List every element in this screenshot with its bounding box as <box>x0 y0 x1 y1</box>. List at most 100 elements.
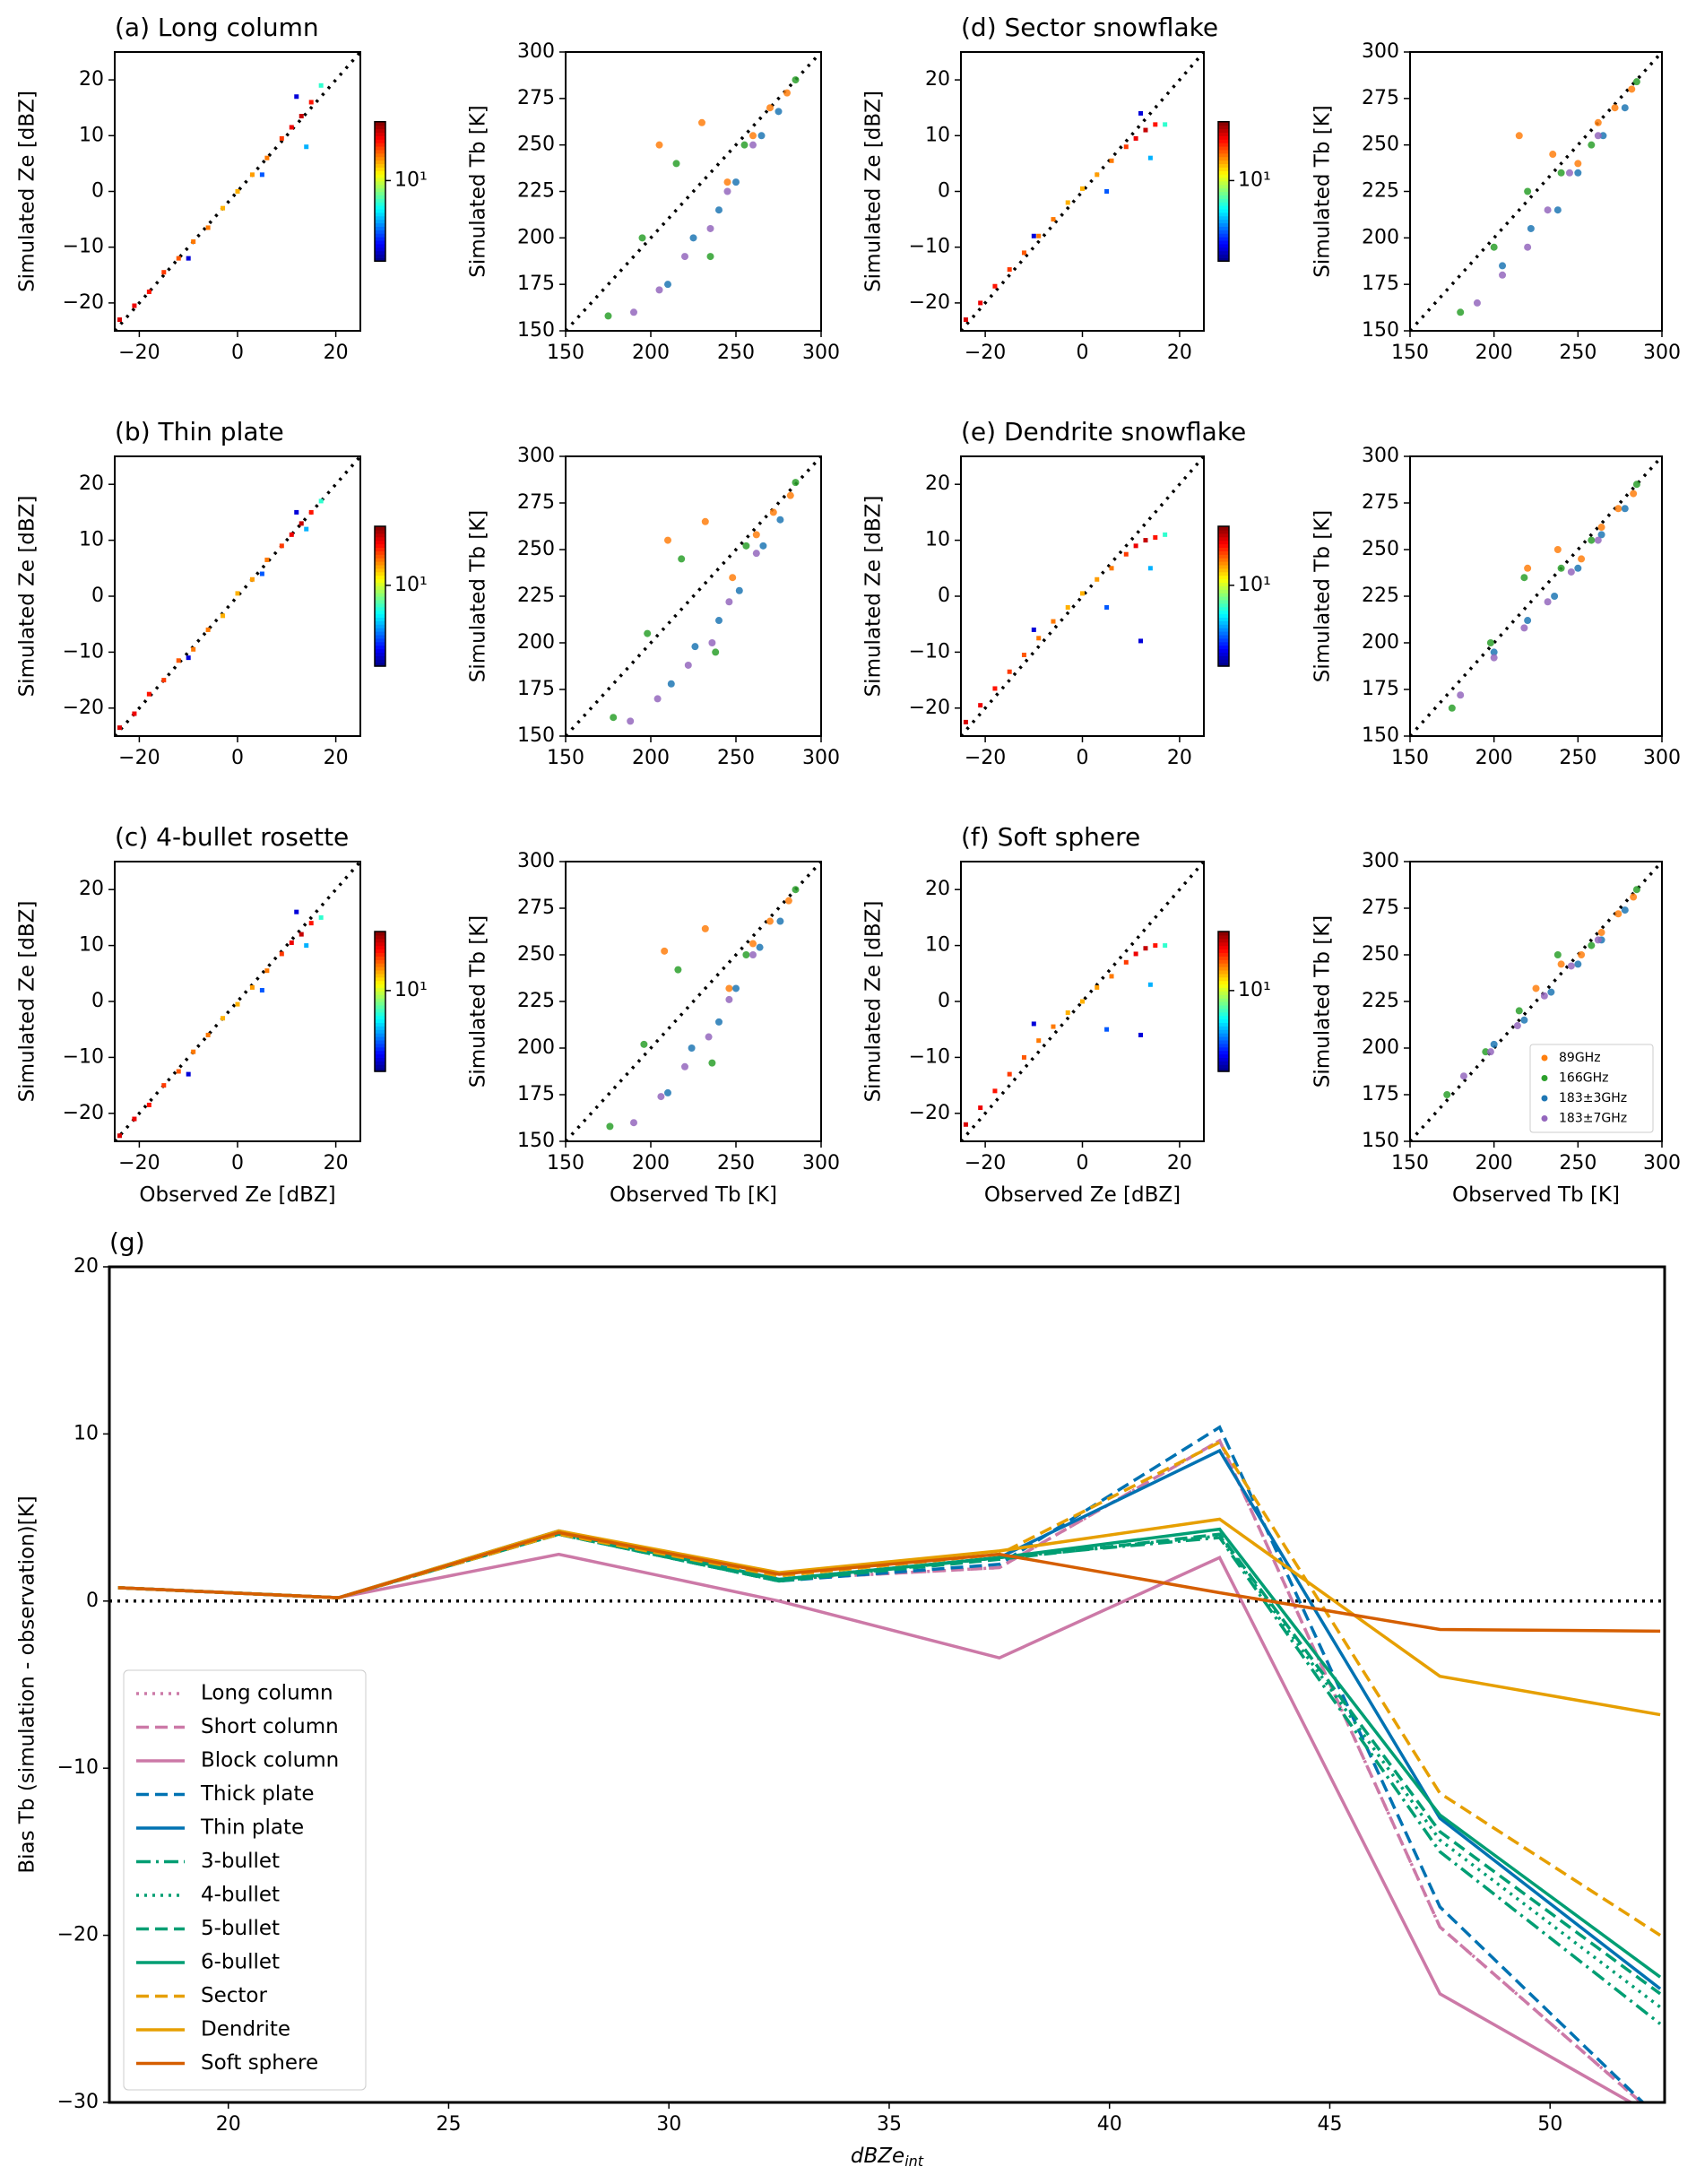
scatter-point <box>674 966 682 974</box>
colorbar-slice <box>375 1004 385 1010</box>
scatter-point <box>792 76 800 84</box>
colorbar-slice <box>375 949 385 953</box>
scatter-point <box>1565 169 1573 177</box>
y-tick-label: 225 <box>1362 585 1399 607</box>
y-axis-label: Simulated Ze [dBZ] <box>862 901 886 1103</box>
y-tick-label: 0 <box>86 1590 99 1612</box>
plot-area <box>1410 52 1662 331</box>
density-point <box>304 526 309 532</box>
density-point <box>978 1105 983 1111</box>
scatter-point <box>1499 262 1507 270</box>
scatter-point <box>1578 951 1586 958</box>
colorbar-slice <box>375 152 385 158</box>
x-tick-label: 150 <box>1391 1152 1429 1174</box>
colorbar-slice <box>375 247 385 252</box>
scatter-point <box>610 714 618 722</box>
y-tick-label: 0 <box>938 990 950 1012</box>
density-point <box>978 300 983 306</box>
colorbar-slice <box>1218 174 1229 178</box>
density-point <box>1104 604 1110 610</box>
y-tick-label: −10 <box>909 1045 950 1068</box>
y-tick-label: 225 <box>517 990 555 1012</box>
colorbar-slice <box>375 536 385 542</box>
colorbar-slice <box>1218 247 1229 252</box>
plot-area <box>961 456 1204 736</box>
colorbar-slice <box>1218 602 1229 608</box>
x-tick-label: 0 <box>1077 1152 1089 1174</box>
scatter-point <box>759 542 767 550</box>
y-axis-label: Simulated Ze [dBZ] <box>16 496 39 698</box>
colorbar-slice <box>375 250 385 256</box>
scatter-point <box>732 984 740 992</box>
y-tick-label: 275 <box>517 897 555 919</box>
colorbar-slice <box>1218 558 1229 562</box>
colorbar-slice <box>375 1036 385 1041</box>
y-tick-label: 20 <box>79 472 104 495</box>
x-tick-label: 300 <box>802 747 840 769</box>
scatter-point <box>706 224 714 232</box>
legend-label: 183±7GHz <box>1559 1112 1627 1126</box>
y-tick-label: 200 <box>1362 1036 1399 1059</box>
x-tick-label: 250 <box>717 342 755 364</box>
x-tick-label: 250 <box>717 747 755 769</box>
plot-area <box>566 52 821 331</box>
scatter-point <box>749 141 757 149</box>
colorbar-slice <box>1218 143 1229 147</box>
density-point <box>318 82 324 88</box>
colorbar-slice <box>375 195 385 199</box>
legend-label: Long column <box>201 1682 333 1705</box>
density-point <box>308 921 314 926</box>
scatter-point <box>1515 132 1523 140</box>
colorbar-slice <box>375 222 385 227</box>
scatter-point <box>756 943 764 951</box>
colorbar-slice <box>1218 554 1229 559</box>
series-line <box>117 1552 1634 2102</box>
colorbar-slice <box>375 208 385 213</box>
colorbar-slice <box>1218 212 1229 217</box>
y-tick-label: −20 <box>909 291 950 314</box>
x-tick-label: 150 <box>547 1152 584 1174</box>
colorbar-slice <box>375 125 385 130</box>
colorbar-slice <box>1218 606 1229 611</box>
colorbar-slice <box>375 1057 385 1062</box>
density-point <box>963 1122 968 1127</box>
density-point <box>221 1016 226 1021</box>
x-tick-label: 20 <box>1167 1152 1192 1174</box>
colorbar-slice <box>375 128 385 134</box>
density-point <box>132 711 137 716</box>
colorbar-slice <box>375 174 385 178</box>
density-point <box>992 1088 998 1094</box>
y-tick-label: 175 <box>517 273 555 295</box>
x-tick-label: 25 <box>436 2113 461 2136</box>
scatter-point <box>1630 490 1638 498</box>
colorbar-slice <box>1218 533 1229 538</box>
colorbar-slice <box>1218 624 1229 628</box>
scatter-point <box>1553 546 1562 553</box>
scatter-point <box>664 536 671 544</box>
scatter-point <box>1567 568 1575 576</box>
colorbar-slice <box>1218 132 1229 136</box>
x-tick-label: 0 <box>231 342 244 364</box>
colorbar-slice <box>1218 526 1229 531</box>
colorbar-slice <box>375 628 385 632</box>
colorbar-slice <box>1218 973 1229 978</box>
colorbar-slice <box>375 191 385 195</box>
density-point <box>221 205 226 211</box>
colorbar-slice <box>375 934 385 940</box>
density-point <box>117 1133 122 1139</box>
colorbar-slice <box>375 187 385 193</box>
density-point <box>299 114 304 119</box>
y-axis-label: Simulated Tb [K] <box>467 510 490 683</box>
density-point <box>186 1071 191 1077</box>
scatter-point <box>792 886 800 894</box>
scatter-point <box>776 516 784 524</box>
legend-label: Soft sphere <box>201 2051 318 2075</box>
y-tick-label: 225 <box>517 585 555 607</box>
density-point <box>221 613 226 619</box>
scatter-point <box>661 947 669 955</box>
scatter-point <box>657 1093 665 1101</box>
colorbar-slice <box>1218 620 1229 625</box>
y-tick-label: −20 <box>909 697 950 719</box>
colorbar-slice <box>1218 984 1229 988</box>
density-point <box>132 1116 137 1122</box>
